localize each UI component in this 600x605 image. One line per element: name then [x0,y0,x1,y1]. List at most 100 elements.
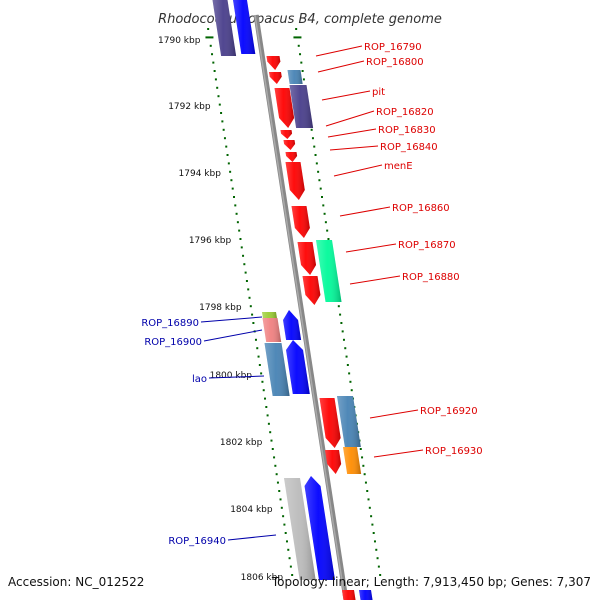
gene-rop16900-shade [262,318,282,342]
kbp-label: 1806 kbp [241,573,284,583]
genome-backbone [253,14,349,601]
kbp-label: 1798 kbp [199,303,242,313]
tick-dot [340,322,343,324]
tick-dot [299,53,302,56]
gene-bottom-red-shade [342,590,356,600]
tick-dot [362,464,365,467]
tick-dot [266,414,269,417]
tick-dot [252,322,255,324]
genome-stats-text: Topology: linear; Length: 7,913,450 bp; … [271,575,591,589]
tick-dot [376,557,379,560]
gene-label-right: ROP_16860 [392,203,450,214]
tick-dot [280,506,283,509]
gene-rop16860-shade [291,206,310,238]
leader-line [203,329,263,342]
gene-rop16930-b-shade [343,447,362,474]
gene-rop16940-shade [284,478,316,580]
leader-line [317,60,365,73]
tick-dot [368,506,371,509]
tick-dot [300,61,303,64]
gene-label-right: ROP_16840 [380,142,438,153]
leader-line [373,449,424,458]
gene-rop16820-shade [280,130,293,139]
gene-rop16940-b-shade [304,476,335,580]
tick-dot [297,44,300,47]
tick-dot [348,372,351,375]
gene-pit-b-shade [289,85,314,128]
tick-dot [213,70,216,72]
tick-dot [289,565,292,568]
tick-dot [364,481,367,484]
tick-dot [217,95,220,98]
leader-line [327,128,377,138]
gene-rop16790-shade [266,56,281,70]
gene-rop16840-shade [285,152,298,162]
tick-dot [260,372,263,375]
label-leader-lines [200,45,424,541]
tick-dot [288,557,291,560]
tick-dot [218,103,221,106]
tick-dot [273,456,276,459]
tick-dot [231,187,234,190]
gene-rop16800-shade [269,72,282,84]
gene-label-right: ROP_16830 [378,125,436,136]
kbp-label: 1804 kbp [230,505,273,515]
gene-bottom-blue-shade [359,590,373,600]
tick-dot [323,212,326,215]
tick-dot [225,145,228,148]
tick-dot [366,490,369,492]
tick-dot [295,28,298,30]
gene-label-left: ROP_16900 [144,337,202,348]
tick-dot [321,196,323,198]
tick-dot [267,422,270,425]
tick-dot [372,532,375,534]
kbp-label: 1802 kbp [220,438,263,448]
tick-dot [235,212,238,215]
tick-dot [230,179,233,182]
gene-label-right: menE [384,161,413,172]
tick-dot [223,137,226,140]
tick-dot [350,389,353,392]
tick-dots-left [205,28,294,576]
tick-dot [257,355,260,358]
tick-dot [361,456,364,459]
tick-dot [262,389,265,392]
gene-mene-shade [285,162,305,200]
tick-dot [216,86,219,89]
gene-rop16800-b-shade [287,70,303,84]
gene-rop16920-b-shade [337,396,361,447]
leader-line [227,534,277,541]
gene-rop16870-shade [297,242,317,275]
leader-line [315,45,363,57]
tick-dot [244,271,247,274]
gene-label-left: lao [192,374,207,385]
tick-dot [207,28,210,30]
tick-dot [287,548,290,551]
tick-dot [284,532,287,534]
tick-dot [315,162,318,165]
tick-dot [209,44,212,47]
tick-dot [238,229,241,232]
tick-dot [242,254,245,257]
tick-dot [240,246,243,249]
leader-line [329,145,379,151]
gene-rop16870-b-shade [316,240,342,302]
tick-dot [247,288,250,291]
gene-label-right: ROP_16870 [398,240,456,251]
tick-dot [278,490,281,492]
gene-rop16830-shade [283,140,296,150]
tick-dot [282,515,285,518]
leader-line [200,316,263,323]
tick-dot [243,263,246,266]
gene-label-right: ROP_16790 [364,42,422,53]
tick-dot [311,137,314,140]
tick-dot [373,540,376,543]
gene-label-left: ROP_16890 [141,318,199,329]
gene-label-right: ROP_16800 [366,57,424,68]
tick-dot [337,305,340,308]
tick-dot [285,540,288,543]
tick-dot [221,120,224,123]
gene-pit-shade [274,88,295,128]
gene-label-right: pit [372,87,385,98]
